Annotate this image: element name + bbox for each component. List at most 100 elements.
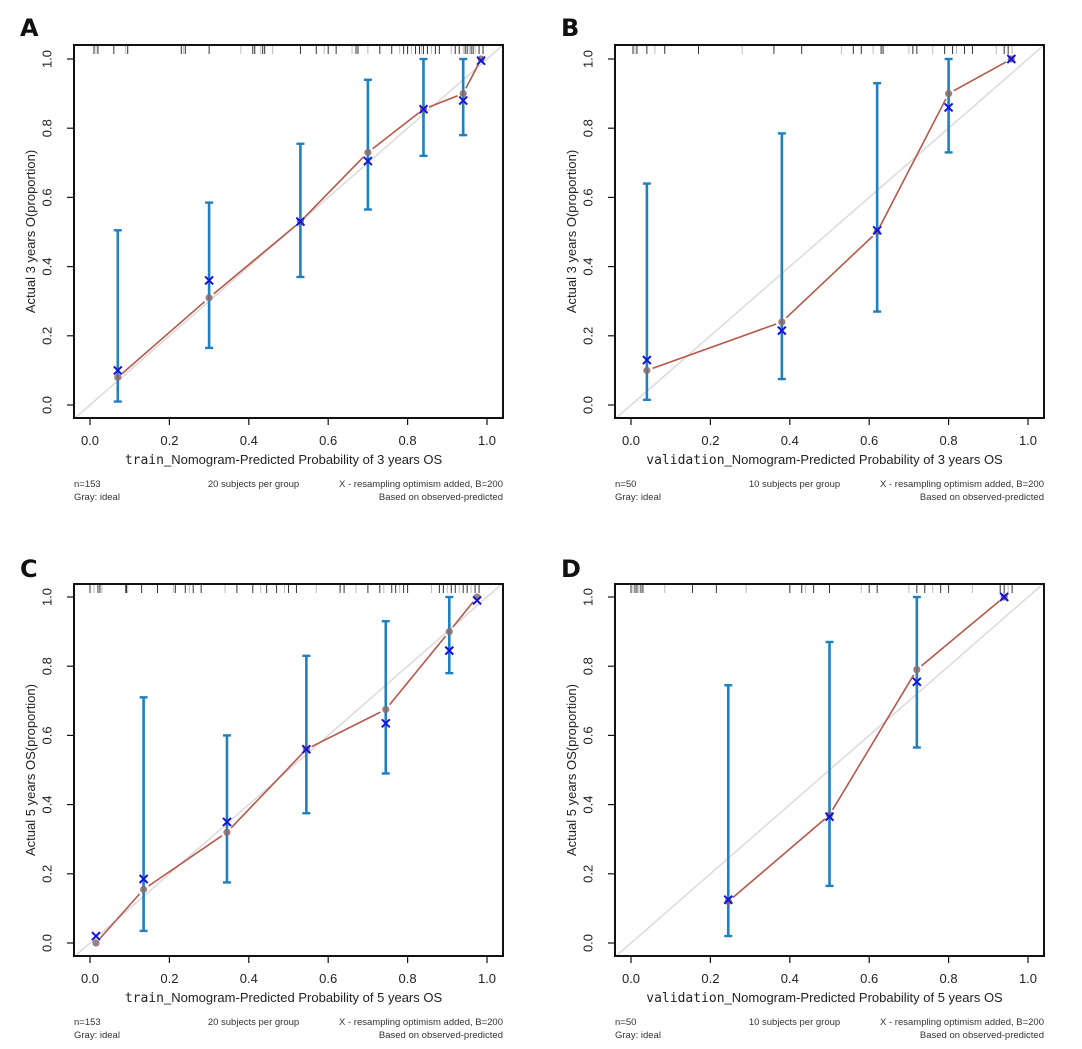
panel-c: C 0.0 0.2 0.4 0.6 0.8 1.0 0.0 0.2 0.4 0.6 0.8 1.0 Ac… [0,525,541,1049]
corrected-point-x [222,817,232,827]
observed-point [139,885,148,893]
observed-point [945,90,953,98]
x-stroke [418,104,429,114]
observed-line-segment [732,818,826,899]
footnote-ideal: Gray: ideal [615,1030,661,1041]
observed-line-segment [388,635,447,706]
panel-letter-b: B [561,14,580,42]
corrected-point-x [301,744,312,754]
corrected-point-x [723,895,733,905]
x-tick-label: 1.0 [1019,433,1037,448]
plot-frame [614,44,1045,419]
ideal-line [74,584,503,956]
x-stroke [472,595,482,606]
observed-point [643,366,651,374]
observed-line-segment [428,95,458,108]
corrected-point-x [476,56,486,66]
observed-point [445,628,453,636]
corrected-point-x [824,812,835,822]
x-axis-title: train_Nomogram-Predicted Probability of … [125,990,443,1006]
x-tick-label: 0.2 [160,433,178,448]
y-tick-label: 0.2 [580,865,595,883]
y-tick-label: 1.0 [39,588,54,606]
x-tick-label: 0.2 [701,433,719,448]
x-stroke [999,592,1009,602]
y-axis-title: Actual 5 years OS(proportion) [23,684,38,856]
observed-line-segment [831,674,915,811]
plot-area [615,45,1044,418]
y-tick-label: 0.6 [580,188,595,206]
observed-point [873,228,881,236]
footnote-resampling: X - resampling optimism added, B=200 [880,479,1044,490]
x-tick-label: 0.6 [860,971,878,986]
corrected-point-x [363,156,373,166]
corrected-point-x [777,325,787,336]
x-tick-label: 1.0 [478,433,496,448]
x-tick-label: 0.0 [622,433,640,448]
y-tick-label: 0.0 [39,934,54,952]
observed-line-segment [953,61,1007,92]
plot-area [615,584,1044,956]
corrected-point-x [418,104,429,114]
x-axis-title: validation_Nomogram-Predicted Probabilit… [646,990,1003,1006]
y-tick-label: 0.0 [580,934,595,952]
y-tick-label: 0.6 [39,726,54,744]
calibration-plot-a: 0.0 0.2 0.4 0.6 0.8 1.0 0.0 0.2 0.4 0.6 0.8 1.0 Actu… [23,44,504,503]
observed-line-segment [148,835,223,887]
footnote-basis: Based on observed-predicted [379,492,503,503]
y-tick-label: 0.4 [580,258,595,276]
footnote-group-size: 20 subjects per group [208,1017,299,1028]
x-stroke [363,156,373,166]
footnote-basis: Based on observed-predicted [920,1030,1044,1041]
corrected-point-x [444,645,454,656]
observed-line-segment [652,323,777,370]
x-stroke [943,102,954,113]
x-stroke [912,677,922,687]
observed-point [913,666,921,674]
corrected-point-x [943,102,954,113]
x-stroke [723,895,733,905]
footnote-resampling: X - resampling optimism added, B=200 [880,1017,1044,1028]
y-tick-label: 0.0 [580,396,595,414]
observed-point [92,939,100,947]
footnote-resampling: X - resampling optimism added, B=200 [339,1017,503,1028]
x-axis-title-prefix: validation [646,991,724,1006]
footnote-group-size: 10 subjects per group [749,479,840,490]
x-stroke [444,645,454,656]
y-axis-title: Actual 5 years OS(proportion) [564,684,579,856]
observed-point [778,318,786,326]
y-tick-label: 0.8 [39,657,54,675]
x-stroke [824,812,835,822]
corrected-point-x [204,275,214,286]
x-tick-label: 0.2 [160,971,178,986]
corrected-point-x [472,595,482,606]
footnote-basis: Based on observed-predicted [920,492,1044,503]
x-axis-title: train_Nomogram-Predicted Probability of … [125,452,443,468]
corrected-point-x [91,931,101,941]
observed-point [205,294,213,302]
observed-line-segment [372,112,420,150]
calibration-plot-c: 0.0 0.2 0.4 0.6 0.8 1.0 0.0 0.2 0.4 0.6 0.8 1.0 Actu… [23,583,504,1041]
y-tick-label: 0.4 [39,258,54,276]
observed-line-segment [311,711,381,748]
x-tick-label: 0.0 [622,971,640,986]
observed-line-segment [213,224,297,295]
y-tick-label: 0.6 [580,726,595,744]
x-axis-title-prefix: validation [646,453,724,468]
corrected-point-x [381,718,391,728]
observed-point [477,55,485,63]
footnote-n: n=153 [74,1017,101,1028]
x-stroke [642,355,652,365]
x-tick-label: 0.8 [399,433,417,448]
x-stroke [777,325,787,336]
y-axis-title: Actual 3 years O(proportion) [23,150,38,313]
plot-frame [73,583,504,957]
observed-line-segment [879,98,947,228]
calibration-plot-d: 0.0 0.2 0.4 0.6 0.8 1.0 0.0 0.2 0.4 0.6 0.8 1.0 Actu… [564,583,1045,1041]
observed-line-segment [121,301,206,374]
plot-frame [614,583,1045,957]
x-tick-label: 0.6 [860,433,878,448]
panel-letter-d: D [561,555,581,583]
corrected-point-x [458,95,468,106]
x-stroke [204,275,214,286]
